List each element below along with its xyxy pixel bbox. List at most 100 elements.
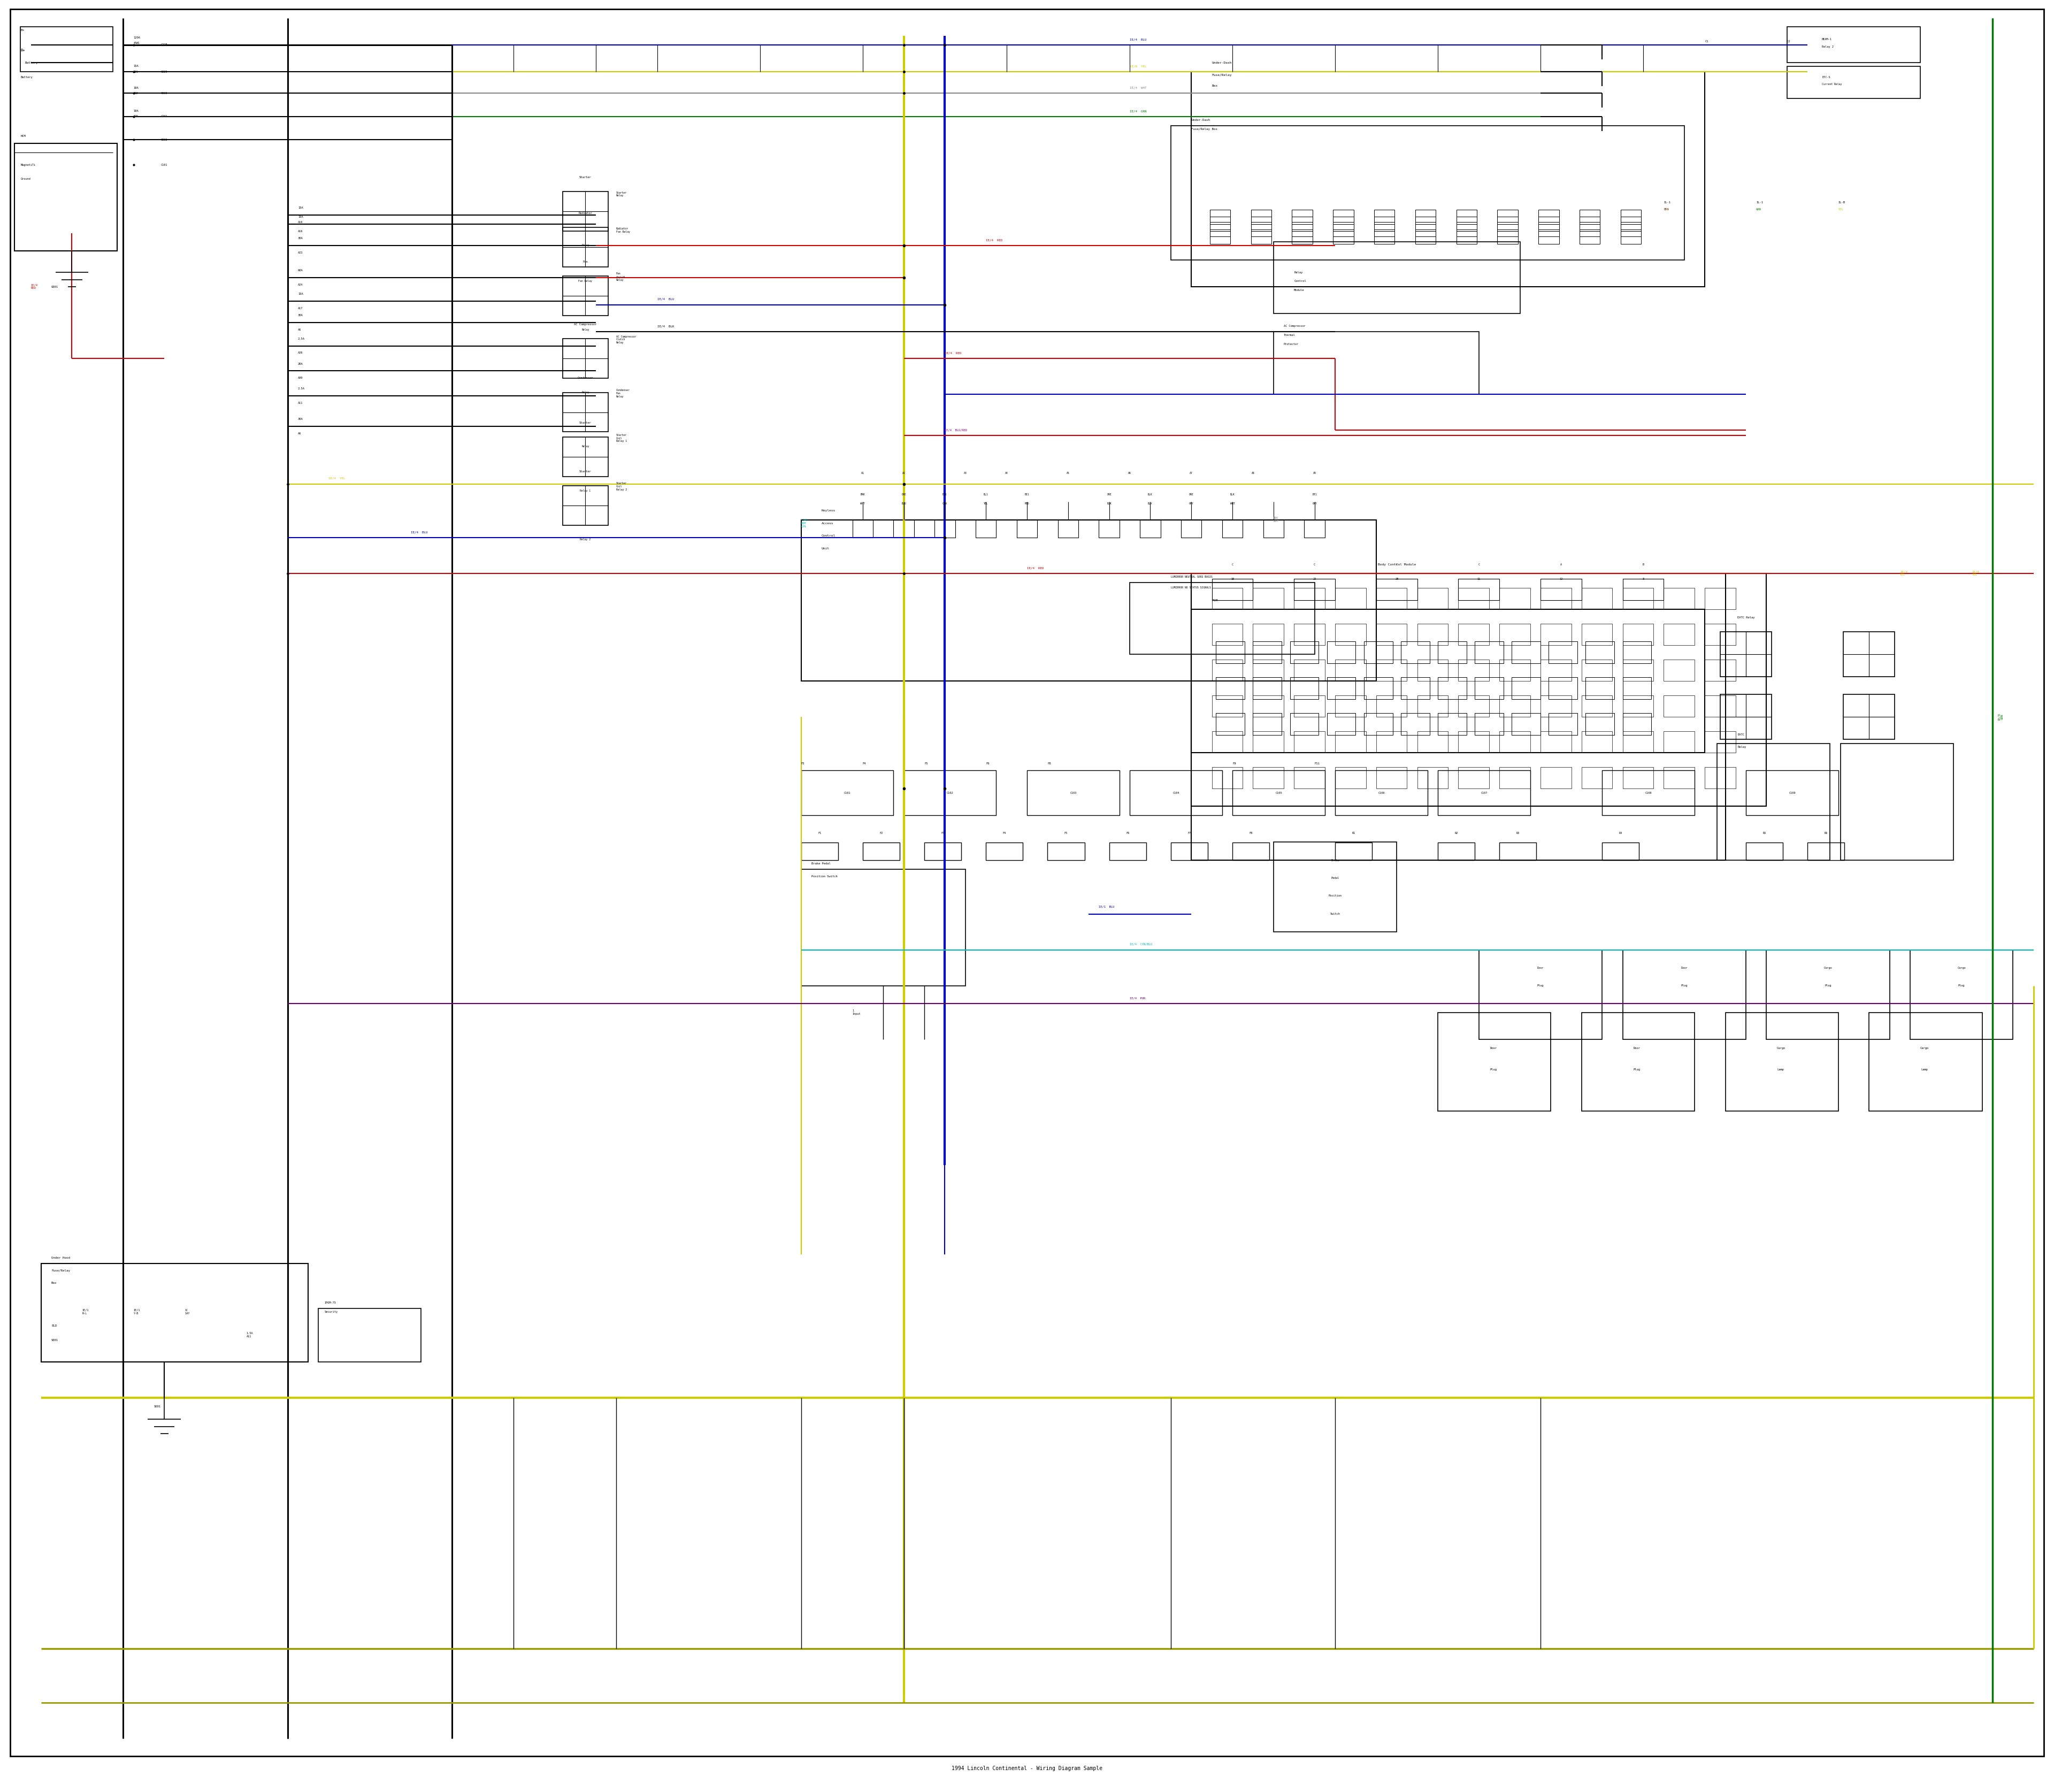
Text: Box: Box	[1212, 84, 1218, 88]
Text: Door: Door	[1633, 1047, 1641, 1050]
Bar	[1374, 210, 1395, 222]
Bar	[1327, 677, 1356, 699]
Bar	[1376, 624, 1407, 645]
Bar	[1232, 842, 1269, 860]
Bar	[1717, 744, 1830, 860]
Bar	[1623, 695, 1653, 717]
Text: HCM: HCM	[21, 134, 27, 138]
Bar	[1191, 72, 1705, 287]
Bar	[1582, 624, 1612, 645]
Text: Position Switch: Position Switch	[811, 874, 838, 878]
Bar	[1499, 624, 1530, 645]
Bar	[1222, 520, 1243, 538]
Bar	[1210, 231, 1230, 244]
Bar	[1417, 659, 1448, 681]
Text: YEL: YEL	[1838, 208, 1844, 211]
Bar	[1499, 842, 1536, 860]
Text: Ground: Ground	[21, 177, 31, 181]
Bar	[1621, 231, 1641, 244]
Text: ELD: ELD	[51, 1324, 58, 1328]
Text: GRY: GRY	[1189, 502, 1193, 505]
Bar	[1273, 332, 1479, 394]
Text: F3: F3	[801, 762, 805, 765]
Text: Starter: Starter	[579, 470, 592, 473]
Bar	[1512, 642, 1540, 663]
Text: Lamp: Lamp	[1920, 1068, 1929, 1072]
Bar	[1210, 210, 1230, 222]
Text: 10A: 10A	[134, 86, 140, 90]
Bar	[1335, 771, 1428, 815]
Bar	[1540, 695, 1571, 717]
Bar	[1623, 588, 1653, 609]
Bar	[1140, 520, 1161, 538]
Text: A22: A22	[134, 91, 138, 95]
Bar	[1458, 695, 1489, 717]
Text: A11: A11	[298, 401, 302, 405]
Bar	[1027, 771, 1119, 815]
Text: Fan: Fan	[583, 260, 587, 263]
Bar	[1705, 767, 1736, 788]
Text: A7: A7	[1189, 471, 1193, 475]
Bar	[1216, 642, 1245, 663]
Bar	[1512, 713, 1540, 735]
Text: F4: F4	[863, 762, 867, 765]
Bar	[1664, 695, 1695, 717]
Text: ORE: ORE	[902, 493, 906, 496]
Text: BLK: BLK	[1107, 502, 1111, 505]
Text: Security: Security	[325, 1310, 339, 1314]
Text: R6: R6	[1824, 831, 1828, 835]
Text: Door: Door	[1536, 966, 1545, 969]
Bar	[1497, 231, 1518, 244]
Bar	[976, 520, 996, 538]
Bar	[1582, 588, 1612, 609]
Bar	[1191, 573, 1766, 806]
Bar	[1787, 66, 1920, 99]
Bar	[1130, 771, 1222, 815]
Bar	[1401, 677, 1430, 699]
Bar	[1292, 217, 1313, 229]
Text: HEAM-1: HEAM-1	[1822, 38, 1832, 41]
Bar	[1253, 677, 1282, 699]
Text: IE/4  RED: IE/4 RED	[986, 238, 1002, 242]
Bar	[1621, 224, 1641, 237]
Text: 1.5A
A11: 1.5A A11	[246, 1331, 253, 1339]
Bar	[1251, 217, 1271, 229]
Text: C102: C102	[947, 792, 953, 794]
Bar	[1333, 210, 1354, 222]
Bar	[1364, 677, 1393, 699]
Text: F7: F7	[1187, 831, 1191, 835]
Text: IE/4
YEL: IE/4 YEL	[1900, 570, 1908, 577]
Text: Under-Dash: Under-Dash	[1212, 61, 1232, 65]
Bar	[1253, 642, 1282, 663]
Bar	[1415, 224, 1436, 237]
Bar	[1364, 713, 1393, 735]
Bar	[563, 437, 608, 477]
Text: 15A: 15A	[134, 65, 140, 68]
Text: Pedal: Pedal	[1331, 876, 1339, 880]
Text: Fan
Ctrl/O
Relay: Fan Ctrl/O Relay	[616, 272, 624, 281]
Bar	[1290, 642, 1319, 663]
Text: YEL: YEL	[984, 502, 988, 505]
Bar	[1263, 520, 1284, 538]
Text: IL-1: IL-1	[1664, 201, 1670, 204]
Bar	[1333, 231, 1354, 244]
Bar	[1438, 1012, 1551, 1111]
Text: WHT: WHT	[861, 502, 865, 505]
Bar	[1623, 624, 1653, 645]
Text: R4: R4	[1619, 831, 1623, 835]
Bar	[1333, 217, 1354, 229]
Text: Relay: Relay	[581, 391, 589, 394]
Text: R1: R1	[1352, 831, 1356, 835]
Text: BL1: BL1	[943, 493, 947, 496]
Bar	[1374, 224, 1395, 237]
Bar	[1705, 659, 1736, 681]
Text: R2: R2	[1454, 831, 1458, 835]
Bar	[1746, 771, 1838, 815]
Bar	[1621, 217, 1641, 229]
Bar	[1910, 950, 2013, 1039]
Text: A21: A21	[134, 70, 138, 73]
Text: Plug: Plug	[1680, 984, 1688, 987]
Text: A24: A24	[298, 283, 302, 287]
Bar	[1580, 224, 1600, 237]
Text: Control: Control	[1294, 280, 1306, 283]
